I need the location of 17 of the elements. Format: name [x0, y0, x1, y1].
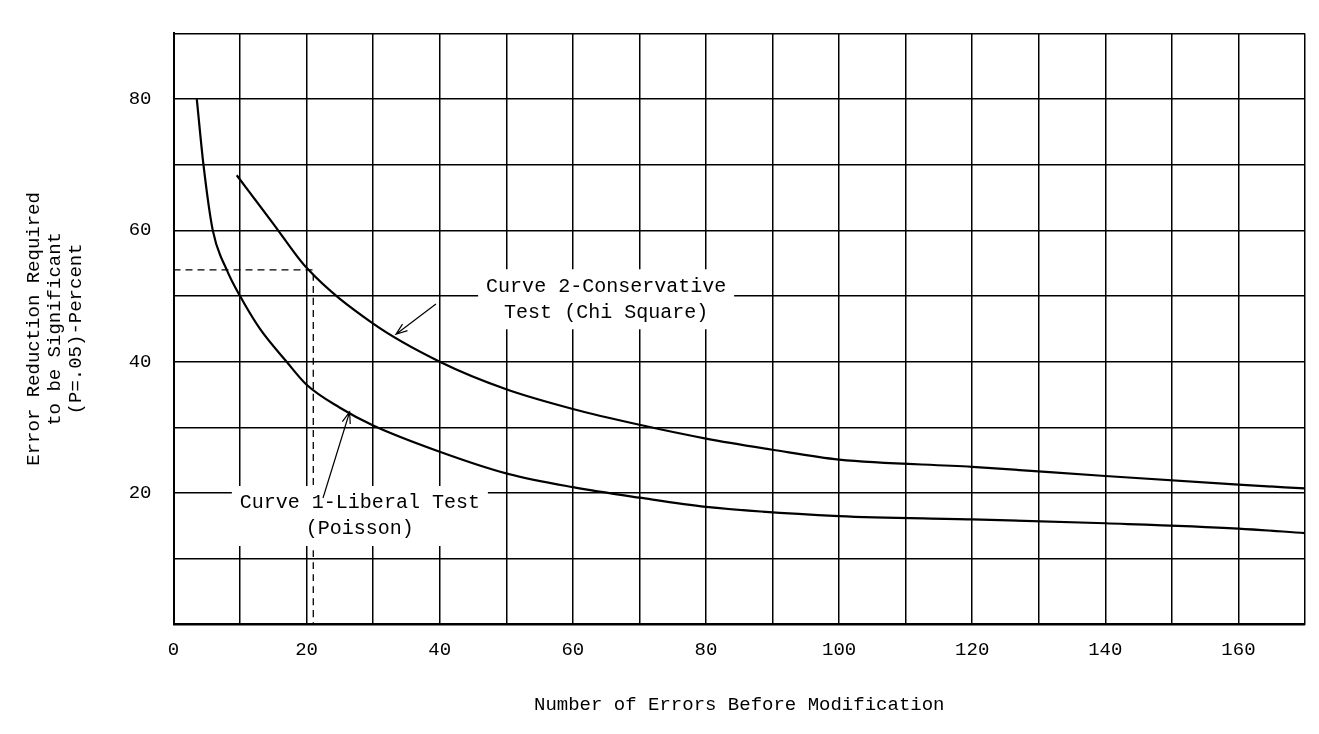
- y-tick-label: 80: [128, 88, 152, 111]
- x-tick-label: 140: [1088, 638, 1123, 661]
- y-axis-title: Error Reduction Required to be Significant (P=.05)-Percent: [23, 192, 88, 466]
- x-tick-label: 20: [295, 638, 319, 661]
- text: Curve 2-Conservative Test (Chi Square): [486, 274, 727, 324]
- x-tick-label: 0: [167, 638, 180, 661]
- x-tick-label: 80: [694, 638, 718, 661]
- x-axis-title: Number of Errors Before Modification: [534, 693, 945, 716]
- x-tick-label: 120: [955, 638, 990, 661]
- x-tick-label: 100: [821, 638, 857, 661]
- x-tick-label: 60: [561, 638, 585, 661]
- y-tick-label: 40: [128, 350, 152, 373]
- x-tick-label: 40: [428, 638, 452, 661]
- y-tick-label: 60: [128, 219, 152, 242]
- x-tick-label: 160: [1221, 638, 1256, 661]
- y-tick-label: 20: [128, 482, 152, 505]
- series-label: Curve 1-Liberal Test (Poisson): [239, 491, 480, 541]
